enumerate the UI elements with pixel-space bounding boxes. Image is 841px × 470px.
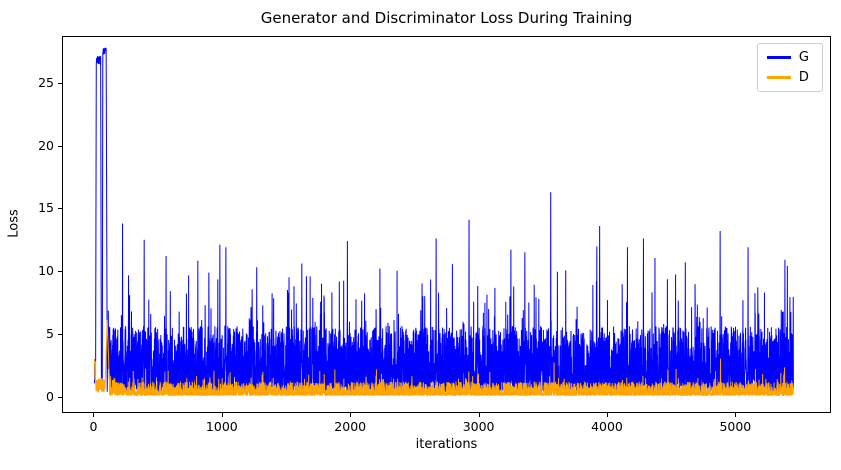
legend-entry-d: D: [766, 70, 813, 85]
x-tick-label: 0: [89, 419, 98, 434]
x-tick-label: 4000: [591, 419, 623, 434]
y-tick-mark: [58, 397, 62, 399]
x-tick-mark: [478, 413, 480, 417]
loss-curves-canvas: [63, 37, 830, 412]
x-tick-label: 5000: [719, 419, 752, 434]
g-line-swatch-icon: [766, 56, 791, 59]
x-tick-mark: [93, 413, 95, 417]
y-tick-label: 15: [38, 200, 54, 216]
plot-area: G D: [62, 36, 831, 413]
y-tick-mark: [58, 208, 62, 210]
x-tick-label: 3000: [462, 419, 495, 434]
legend-label-g: G: [798, 50, 809, 65]
x-axis-label: iterations: [415, 437, 478, 452]
x-tick-mark: [350, 413, 352, 417]
x-tick-mark: [221, 413, 223, 417]
y-tick-label: 5: [46, 326, 54, 342]
y-tick-label: 20: [38, 137, 54, 153]
x-tick-mark: [735, 413, 737, 417]
d-line-swatch-icon: [766, 76, 791, 79]
legend: G D: [756, 43, 823, 92]
legend-label-d: D: [798, 70, 809, 85]
y-tick-mark: [58, 145, 62, 147]
y-tick-label: 10: [38, 263, 54, 279]
x-tick-label: 1000: [205, 419, 238, 434]
chart-title: Generator and Discriminator Loss During …: [260, 9, 633, 27]
y-axis-label: Loss: [6, 209, 22, 238]
y-tick-mark: [58, 82, 62, 84]
legend-entry-g: G: [766, 50, 813, 65]
x-tick-label: 2000: [334, 419, 367, 434]
y-tick-label: 25: [38, 74, 54, 90]
x-tick-mark: [606, 413, 608, 417]
y-tick-mark: [58, 334, 62, 336]
y-tick-mark: [58, 271, 62, 273]
y-tick-label: 0: [46, 389, 54, 405]
